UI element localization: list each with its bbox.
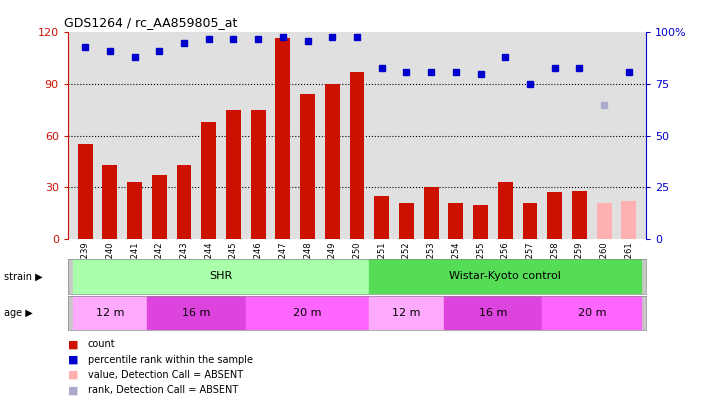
Text: ■: ■ bbox=[68, 355, 79, 364]
Text: ■: ■ bbox=[68, 370, 79, 380]
Text: 12 m: 12 m bbox=[392, 308, 421, 318]
Text: ■: ■ bbox=[68, 339, 79, 349]
Text: count: count bbox=[88, 339, 116, 349]
Bar bbox=[226, 110, 241, 239]
Text: rank, Detection Call = ABSENT: rank, Detection Call = ABSENT bbox=[88, 386, 238, 395]
Text: percentile rank within the sample: percentile rank within the sample bbox=[88, 355, 253, 364]
Bar bbox=[325, 84, 340, 239]
Bar bbox=[399, 203, 414, 239]
Bar bbox=[73, 259, 369, 294]
Text: ■: ■ bbox=[68, 386, 79, 395]
Bar bbox=[102, 165, 117, 239]
Text: age ▶: age ▶ bbox=[4, 308, 32, 318]
Text: 16 m: 16 m bbox=[479, 308, 507, 318]
Bar bbox=[350, 72, 364, 239]
Bar bbox=[543, 296, 641, 330]
Bar bbox=[597, 203, 612, 239]
Bar bbox=[251, 110, 266, 239]
Bar bbox=[201, 122, 216, 239]
Bar bbox=[473, 205, 488, 239]
Bar bbox=[621, 201, 636, 239]
Text: GDS1264 / rc_AA859805_at: GDS1264 / rc_AA859805_at bbox=[64, 16, 238, 29]
Bar bbox=[127, 182, 142, 239]
Text: 20 m: 20 m bbox=[293, 308, 322, 318]
Bar bbox=[548, 192, 562, 239]
Text: value, Detection Call = ABSENT: value, Detection Call = ABSENT bbox=[88, 370, 243, 380]
Bar bbox=[176, 165, 191, 239]
Text: strain ▶: strain ▶ bbox=[4, 271, 42, 281]
Bar bbox=[369, 296, 443, 330]
Bar bbox=[498, 182, 513, 239]
Bar bbox=[300, 94, 315, 239]
Bar bbox=[448, 203, 463, 239]
Bar bbox=[369, 259, 641, 294]
Bar bbox=[73, 296, 147, 330]
Text: Wistar-Kyoto control: Wistar-Kyoto control bbox=[449, 271, 561, 281]
Bar bbox=[147, 296, 246, 330]
Bar bbox=[523, 203, 538, 239]
Bar bbox=[276, 38, 291, 239]
Bar bbox=[423, 188, 438, 239]
Bar bbox=[374, 196, 389, 239]
Text: SHR: SHR bbox=[209, 271, 233, 281]
Bar bbox=[246, 296, 369, 330]
Text: 16 m: 16 m bbox=[182, 308, 211, 318]
Bar bbox=[443, 296, 543, 330]
Text: 12 m: 12 m bbox=[96, 308, 124, 318]
Bar bbox=[152, 175, 166, 239]
Text: 20 m: 20 m bbox=[578, 308, 606, 318]
Bar bbox=[78, 144, 93, 239]
Bar bbox=[572, 191, 587, 239]
